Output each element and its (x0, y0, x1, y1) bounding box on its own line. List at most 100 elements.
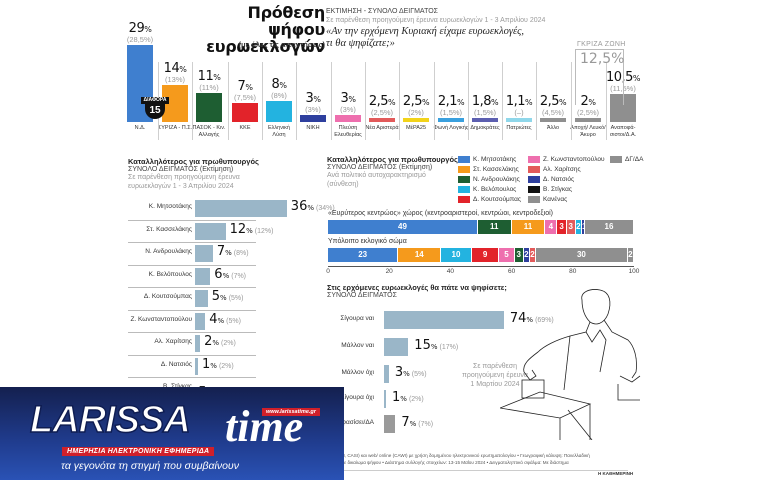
pm-table-row: Κ. Βελόπουλος 6% (7%) (128, 267, 318, 286)
stacked-segment: 1 (581, 220, 585, 234)
pm-bar (195, 335, 201, 352)
legend-item: Κ. Μητσοτάκης (458, 156, 516, 163)
party-value: 11% (197, 68, 221, 84)
methodology-note: ATI, CASI) και web/ online (CAWI) με χρή… (338, 452, 638, 466)
legend-swatch (528, 166, 540, 173)
party-prev-value: (1,5%) (439, 108, 463, 117)
party-separator (606, 62, 607, 140)
pm-bar (195, 200, 287, 217)
legend-swatch (528, 186, 540, 193)
difference-badge: ΔΙΑΦΟΡΑ 15 (141, 97, 169, 119)
legend-swatch (610, 156, 622, 163)
party-prev-value: (4,5%) (541, 108, 565, 117)
axis-tick-label: 0 (326, 268, 330, 275)
stacked-segment: 2 (627, 248, 634, 262)
legend-item: ΔΓ/ΔΑ (610, 156, 643, 163)
legend-swatch (528, 196, 540, 203)
legend-swatch (458, 196, 470, 203)
legend-swatch (458, 166, 470, 173)
stacked-segment: 3 (557, 220, 567, 234)
pm-table-row: Αλ. Χαρίτσης 2% (2%) (128, 334, 318, 353)
vote-value: 15% (17%) (414, 338, 459, 353)
vote-bar (384, 390, 386, 408)
banner-tagline: ΗΜΕΡΗΣΙΑ ΗΛΕΚΤΡΟΝΙΚΗ ΕΦΗΜΕΡΙΔΑ (62, 447, 215, 456)
party-prev-value: (3%) (340, 105, 356, 114)
party-prev-value: (–) (514, 108, 524, 117)
vote-bar (384, 311, 504, 329)
party-label: Πλεύση Ελευθερίας (334, 125, 362, 138)
party-separator (399, 62, 400, 140)
pm-row-divider (128, 219, 256, 221)
vote-value: 3% (5%) (394, 365, 427, 380)
party-bar (438, 118, 464, 122)
party-label: Άλλο (546, 125, 560, 131)
party-separator (434, 62, 435, 140)
stacked-segment: 11 (477, 220, 512, 234)
axis-tick-label: 60 (507, 268, 516, 275)
main-chart-title: Πρόθεση ψήφου ευρωεκλογών (190, 4, 325, 55)
methodology-line-2: ς με δικαίωμα ψήφου • Διάστημα συλλογής … (338, 460, 569, 465)
party-bar (266, 100, 292, 122)
legend-item: Στ. Κασσελάκης (458, 166, 519, 173)
party-label: Ελληνική Λύση (267, 125, 290, 138)
party-prev-value: (2%) (408, 108, 424, 117)
pm-candidate-name: Αλ. Χαρίτσης (154, 338, 192, 345)
party-label: Πατριώτες (506, 125, 532, 131)
party-label: Δημοκράτες (470, 125, 500, 131)
legend-item: Δ. Κουτσούμπας (458, 196, 521, 203)
vote-value: 1% (2%) (392, 390, 424, 405)
party-bar (196, 92, 222, 122)
party-bar (232, 103, 258, 122)
stacked-segment: 3 (514, 248, 524, 262)
pm-row-divider (128, 309, 256, 311)
party-separator (571, 62, 572, 140)
party-prev-value: (28,5%) (126, 35, 154, 45)
stacked-segment: 11 (511, 220, 546, 234)
party-label: Φωνή Λογικής (433, 125, 469, 131)
stacked-row2-label: Υπόλοιπο εκλογικό σώμα (328, 238, 407, 245)
title-line-2: ευρωεκλογών (206, 37, 325, 56)
vote-option-name: Σίγουρα όχι (340, 394, 374, 401)
self-chart-note-1: Ανά πολιτικό αυτοχαρακτηρισμό (327, 172, 426, 179)
banner-slogan: τα γεγονότα τη στιγμή που συμβαίνουν (61, 460, 239, 472)
party-separator (536, 62, 537, 140)
banner-url[interactable]: www.larissatime.gr (262, 408, 320, 416)
party-value: 2,5% (368, 94, 396, 109)
estimate-label: ΕΚΤΙΜΗΣΗ - ΣΥΝΟΛΟ ΔΕΙΓΜΑΤΟΣ (326, 8, 438, 15)
stacked-segment: 10 (441, 248, 472, 262)
pm-table-row: Ζ. Κωνσταντοπούλου 4% (5%) (128, 312, 318, 331)
gray-zone-label: ΓΚΡΙΖΑ ΖΩΝΗ (577, 41, 626, 48)
vote-note-2: προηγούμενη έρευνα (462, 372, 528, 379)
party-prev-value: (8%) (271, 90, 287, 100)
party-bar (369, 118, 395, 122)
vote-table-row: Σίγουρα όχι 1% (2%) (320, 390, 560, 408)
main-chart-subtitle: (με όλες τις απαντήσεις) (238, 40, 325, 49)
pm-value: 2% (2%) (204, 334, 236, 349)
party-value: 2,1% (437, 94, 465, 109)
question-line-2: τι θα ψηφίζατε;» (326, 38, 395, 49)
party-prev-value: (2,5%) (370, 108, 394, 117)
legend-item: Κ. Βελόπουλος (458, 186, 516, 193)
pm-row-divider (128, 242, 256, 243)
stacked-segment: 2 (575, 220, 582, 234)
pm-table-row: Ν. Ανδρουλάκης 7% (8%) (128, 244, 318, 263)
stacked-segment: 9 (471, 248, 500, 262)
party-bar (540, 118, 566, 122)
party-bar (472, 118, 498, 122)
axis-tick-label: 20 (385, 268, 393, 275)
party-value: 10,5% (605, 70, 641, 86)
survey-question: «Αν την ερχόμενη Κυριακή είχαμε ευρωεκλο… (326, 26, 524, 50)
party-label: ΠΑΣΟΚ - Κιν. Αλλαγής (192, 125, 226, 138)
party-value: 1,1% (505, 94, 533, 109)
gray-zone-bracket (575, 49, 624, 105)
vote-bar (384, 365, 389, 383)
title-line-1: Πρόθεση ψήφου (247, 3, 326, 39)
legend-item: Αλ. Χαρίτσης (528, 166, 581, 173)
stacked-row1-label: «Ευρύτερος κεντρώος» χώρος (κεντροαριστε… (328, 210, 553, 217)
larissatime-banner[interactable]: LARISSA time www.larissatime.gr ΗΜΕΡΗΣΙΑ… (0, 387, 344, 480)
stacked-segment: 5 (499, 248, 515, 262)
party-value: 2,5% (402, 94, 430, 109)
party-label: Ν.Δ. (134, 125, 146, 131)
vote-option-name: Μάλλον όχι (341, 369, 374, 376)
party-value: 2% (580, 94, 596, 109)
